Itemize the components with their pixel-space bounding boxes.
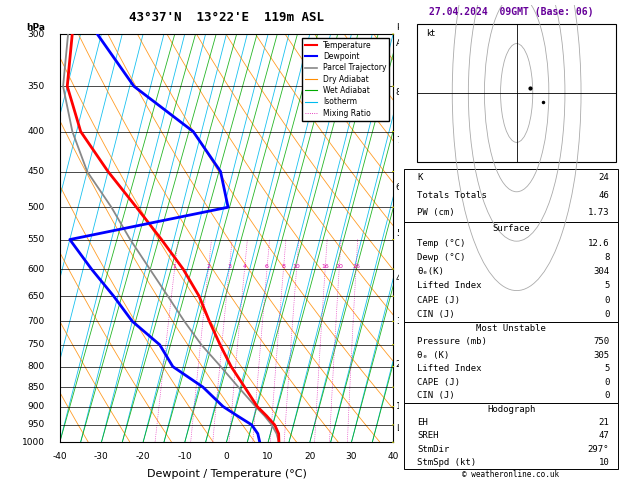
- Text: 10: 10: [292, 264, 301, 269]
- Text: -20: -20: [136, 452, 150, 462]
- Text: Hodograph: Hodograph: [487, 405, 535, 414]
- Text: 2: 2: [206, 264, 210, 269]
- Text: 8: 8: [282, 264, 286, 269]
- Text: 750: 750: [593, 337, 610, 347]
- Text: 0: 0: [604, 310, 610, 319]
- Text: Dewpoint / Temperature (°C): Dewpoint / Temperature (°C): [147, 469, 306, 479]
- Text: SREH: SREH: [417, 432, 439, 440]
- Text: 0: 0: [604, 391, 610, 400]
- Text: 0: 0: [604, 295, 610, 305]
- Bar: [417, 24, 616, 162]
- Text: Most Unstable: Most Unstable: [476, 324, 546, 333]
- Text: 800: 800: [28, 362, 45, 371]
- Text: 450: 450: [28, 167, 45, 176]
- Text: Mixing Ratio (g/kg): Mixing Ratio (g/kg): [422, 219, 431, 298]
- Text: 400: 400: [28, 127, 45, 136]
- Bar: [404, 322, 618, 402]
- Text: 1: 1: [396, 401, 401, 411]
- Text: Lifted Index: Lifted Index: [417, 281, 482, 290]
- Text: 0: 0: [604, 378, 610, 387]
- Text: PW (cm): PW (cm): [417, 208, 455, 217]
- Text: -40: -40: [52, 452, 67, 462]
- Text: hPa: hPa: [26, 23, 45, 32]
- Text: 6: 6: [265, 264, 269, 269]
- Text: 750: 750: [28, 340, 45, 349]
- Text: CAPE (J): CAPE (J): [417, 378, 460, 387]
- Text: © weatheronline.co.uk: © weatheronline.co.uk: [462, 470, 560, 479]
- Text: 297°: 297°: [588, 445, 610, 454]
- Text: Surface: Surface: [493, 224, 530, 233]
- Text: 0: 0: [223, 452, 230, 462]
- Text: 40: 40: [387, 452, 399, 462]
- Text: 20: 20: [304, 452, 316, 462]
- Text: 5: 5: [604, 364, 610, 373]
- Text: 6: 6: [396, 183, 401, 192]
- Text: 30: 30: [346, 452, 357, 462]
- Text: 600: 600: [28, 264, 45, 274]
- Text: 650: 650: [28, 292, 45, 301]
- Text: 1.73: 1.73: [588, 208, 610, 217]
- Text: 4: 4: [396, 274, 401, 283]
- Text: 300: 300: [28, 30, 45, 38]
- Text: 8: 8: [396, 88, 401, 97]
- Text: 10: 10: [262, 452, 274, 462]
- Text: Totals Totals: Totals Totals: [417, 191, 487, 200]
- Text: 304: 304: [593, 267, 610, 276]
- Bar: [404, 402, 618, 469]
- Text: 1: 1: [172, 264, 177, 269]
- Text: 46: 46: [599, 191, 610, 200]
- Text: 550: 550: [28, 235, 45, 244]
- Text: 5: 5: [604, 281, 610, 290]
- Text: 8: 8: [604, 253, 610, 262]
- Text: 500: 500: [28, 203, 45, 212]
- Bar: [404, 222, 618, 322]
- Text: 7: 7: [396, 137, 401, 145]
- Text: 3: 3: [227, 264, 231, 269]
- Text: Dewp (°C): Dewp (°C): [417, 253, 465, 262]
- Text: θₑ (K): θₑ (K): [417, 351, 450, 360]
- Text: 305: 305: [593, 351, 610, 360]
- Text: 24: 24: [599, 174, 610, 182]
- Text: CAPE (J): CAPE (J): [417, 295, 460, 305]
- Text: Lifted Index: Lifted Index: [417, 364, 482, 373]
- Text: EH: EH: [417, 418, 428, 427]
- Text: 21: 21: [599, 418, 610, 427]
- Text: km: km: [396, 23, 409, 32]
- Text: 950: 950: [28, 420, 45, 429]
- Text: 5: 5: [396, 229, 401, 238]
- Text: ASL: ASL: [396, 39, 413, 48]
- Text: CIN (J): CIN (J): [417, 391, 455, 400]
- Text: 10: 10: [599, 458, 610, 467]
- Text: 4: 4: [243, 264, 247, 269]
- Text: 43°37'N  13°22'E  119m ASL: 43°37'N 13°22'E 119m ASL: [129, 11, 324, 24]
- Text: Pressure (mb): Pressure (mb): [417, 337, 487, 347]
- Text: -10: -10: [177, 452, 192, 462]
- Legend: Temperature, Dewpoint, Parcel Trajectory, Dry Adiabat, Wet Adiabat, Isotherm, Mi: Temperature, Dewpoint, Parcel Trajectory…: [302, 38, 389, 121]
- Text: 12.6: 12.6: [588, 239, 610, 247]
- Text: K: K: [417, 174, 423, 182]
- Text: 3: 3: [396, 317, 401, 327]
- Text: StmDir: StmDir: [417, 445, 450, 454]
- Text: 27.04.2024  09GMT (Base: 06): 27.04.2024 09GMT (Base: 06): [429, 7, 593, 17]
- Text: 1000: 1000: [22, 438, 45, 447]
- Text: StmSpd (kt): StmSpd (kt): [417, 458, 476, 467]
- Text: 900: 900: [28, 402, 45, 411]
- Text: 47: 47: [599, 432, 610, 440]
- Text: 26: 26: [352, 264, 360, 269]
- Text: kt: kt: [426, 29, 435, 38]
- Text: 700: 700: [28, 317, 45, 326]
- Text: 850: 850: [28, 382, 45, 392]
- Text: 2: 2: [396, 360, 401, 369]
- Text: -30: -30: [94, 452, 109, 462]
- Text: θₑ(K): θₑ(K): [417, 267, 444, 276]
- Text: Temp (°C): Temp (°C): [417, 239, 465, 247]
- Text: 350: 350: [28, 82, 45, 91]
- Text: 20: 20: [335, 264, 343, 269]
- Text: 16: 16: [321, 264, 329, 269]
- Text: LCL: LCL: [396, 424, 411, 433]
- Text: CIN (J): CIN (J): [417, 310, 455, 319]
- Bar: [404, 169, 618, 222]
